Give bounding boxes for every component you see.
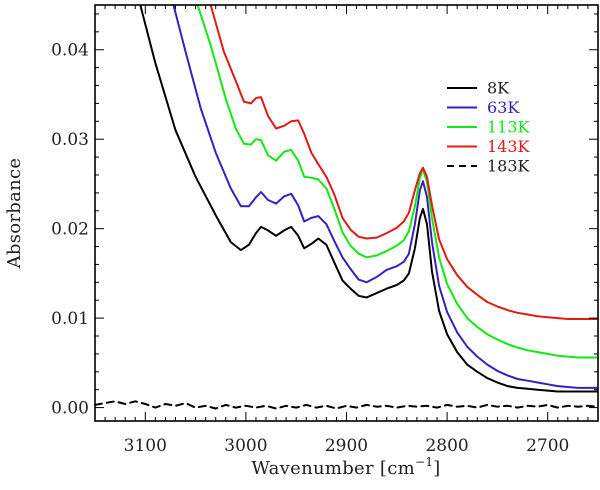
x-tick-label: 2900 bbox=[325, 436, 368, 456]
legend-label-183k: 183K bbox=[487, 157, 531, 176]
series-layer bbox=[95, 5, 598, 410]
y-tick-label: 0.03 bbox=[51, 130, 89, 150]
legend-label-143k: 143K bbox=[487, 137, 531, 156]
y-tick-label: 0.01 bbox=[51, 309, 89, 329]
series-line-8k bbox=[139, 5, 598, 393]
series-line-113k bbox=[196, 5, 598, 359]
x-tick-label: 2800 bbox=[425, 436, 468, 456]
y-axis-title: Absorbance bbox=[4, 158, 25, 270]
x-tick-label: 3000 bbox=[224, 436, 267, 456]
x-axis-title-close: ] bbox=[433, 458, 440, 479]
x-axis-title-exponent: −1 bbox=[415, 455, 433, 469]
tick-label-layer: 3100 3000 2900 2800 2700 0.00 0.01 0.02 0.03 0.04 bbox=[51, 41, 569, 456]
y-tick-label: 0.00 bbox=[51, 399, 89, 419]
x-tick-label: 2700 bbox=[526, 436, 569, 456]
x-tick-label: 3100 bbox=[124, 436, 167, 456]
series-line-183k bbox=[95, 400, 598, 410]
y-tick-label: 0.02 bbox=[51, 220, 89, 240]
tick-layer bbox=[94, 5, 599, 421]
series-line-63k bbox=[172, 5, 598, 389]
y-tick-label: 0.04 bbox=[51, 41, 89, 61]
legend-label-8k: 8K bbox=[487, 79, 510, 98]
series-line-143k bbox=[209, 5, 598, 320]
legend-label-63k: 63K bbox=[487, 98, 520, 117]
plot-frame bbox=[94, 4, 599, 422]
x-axis-title: Wavenumber [cm−1] bbox=[251, 455, 440, 479]
legend-label-113k: 113K bbox=[487, 118, 531, 137]
x-axis-title-main: Wavenumber [cm bbox=[251, 458, 415, 479]
